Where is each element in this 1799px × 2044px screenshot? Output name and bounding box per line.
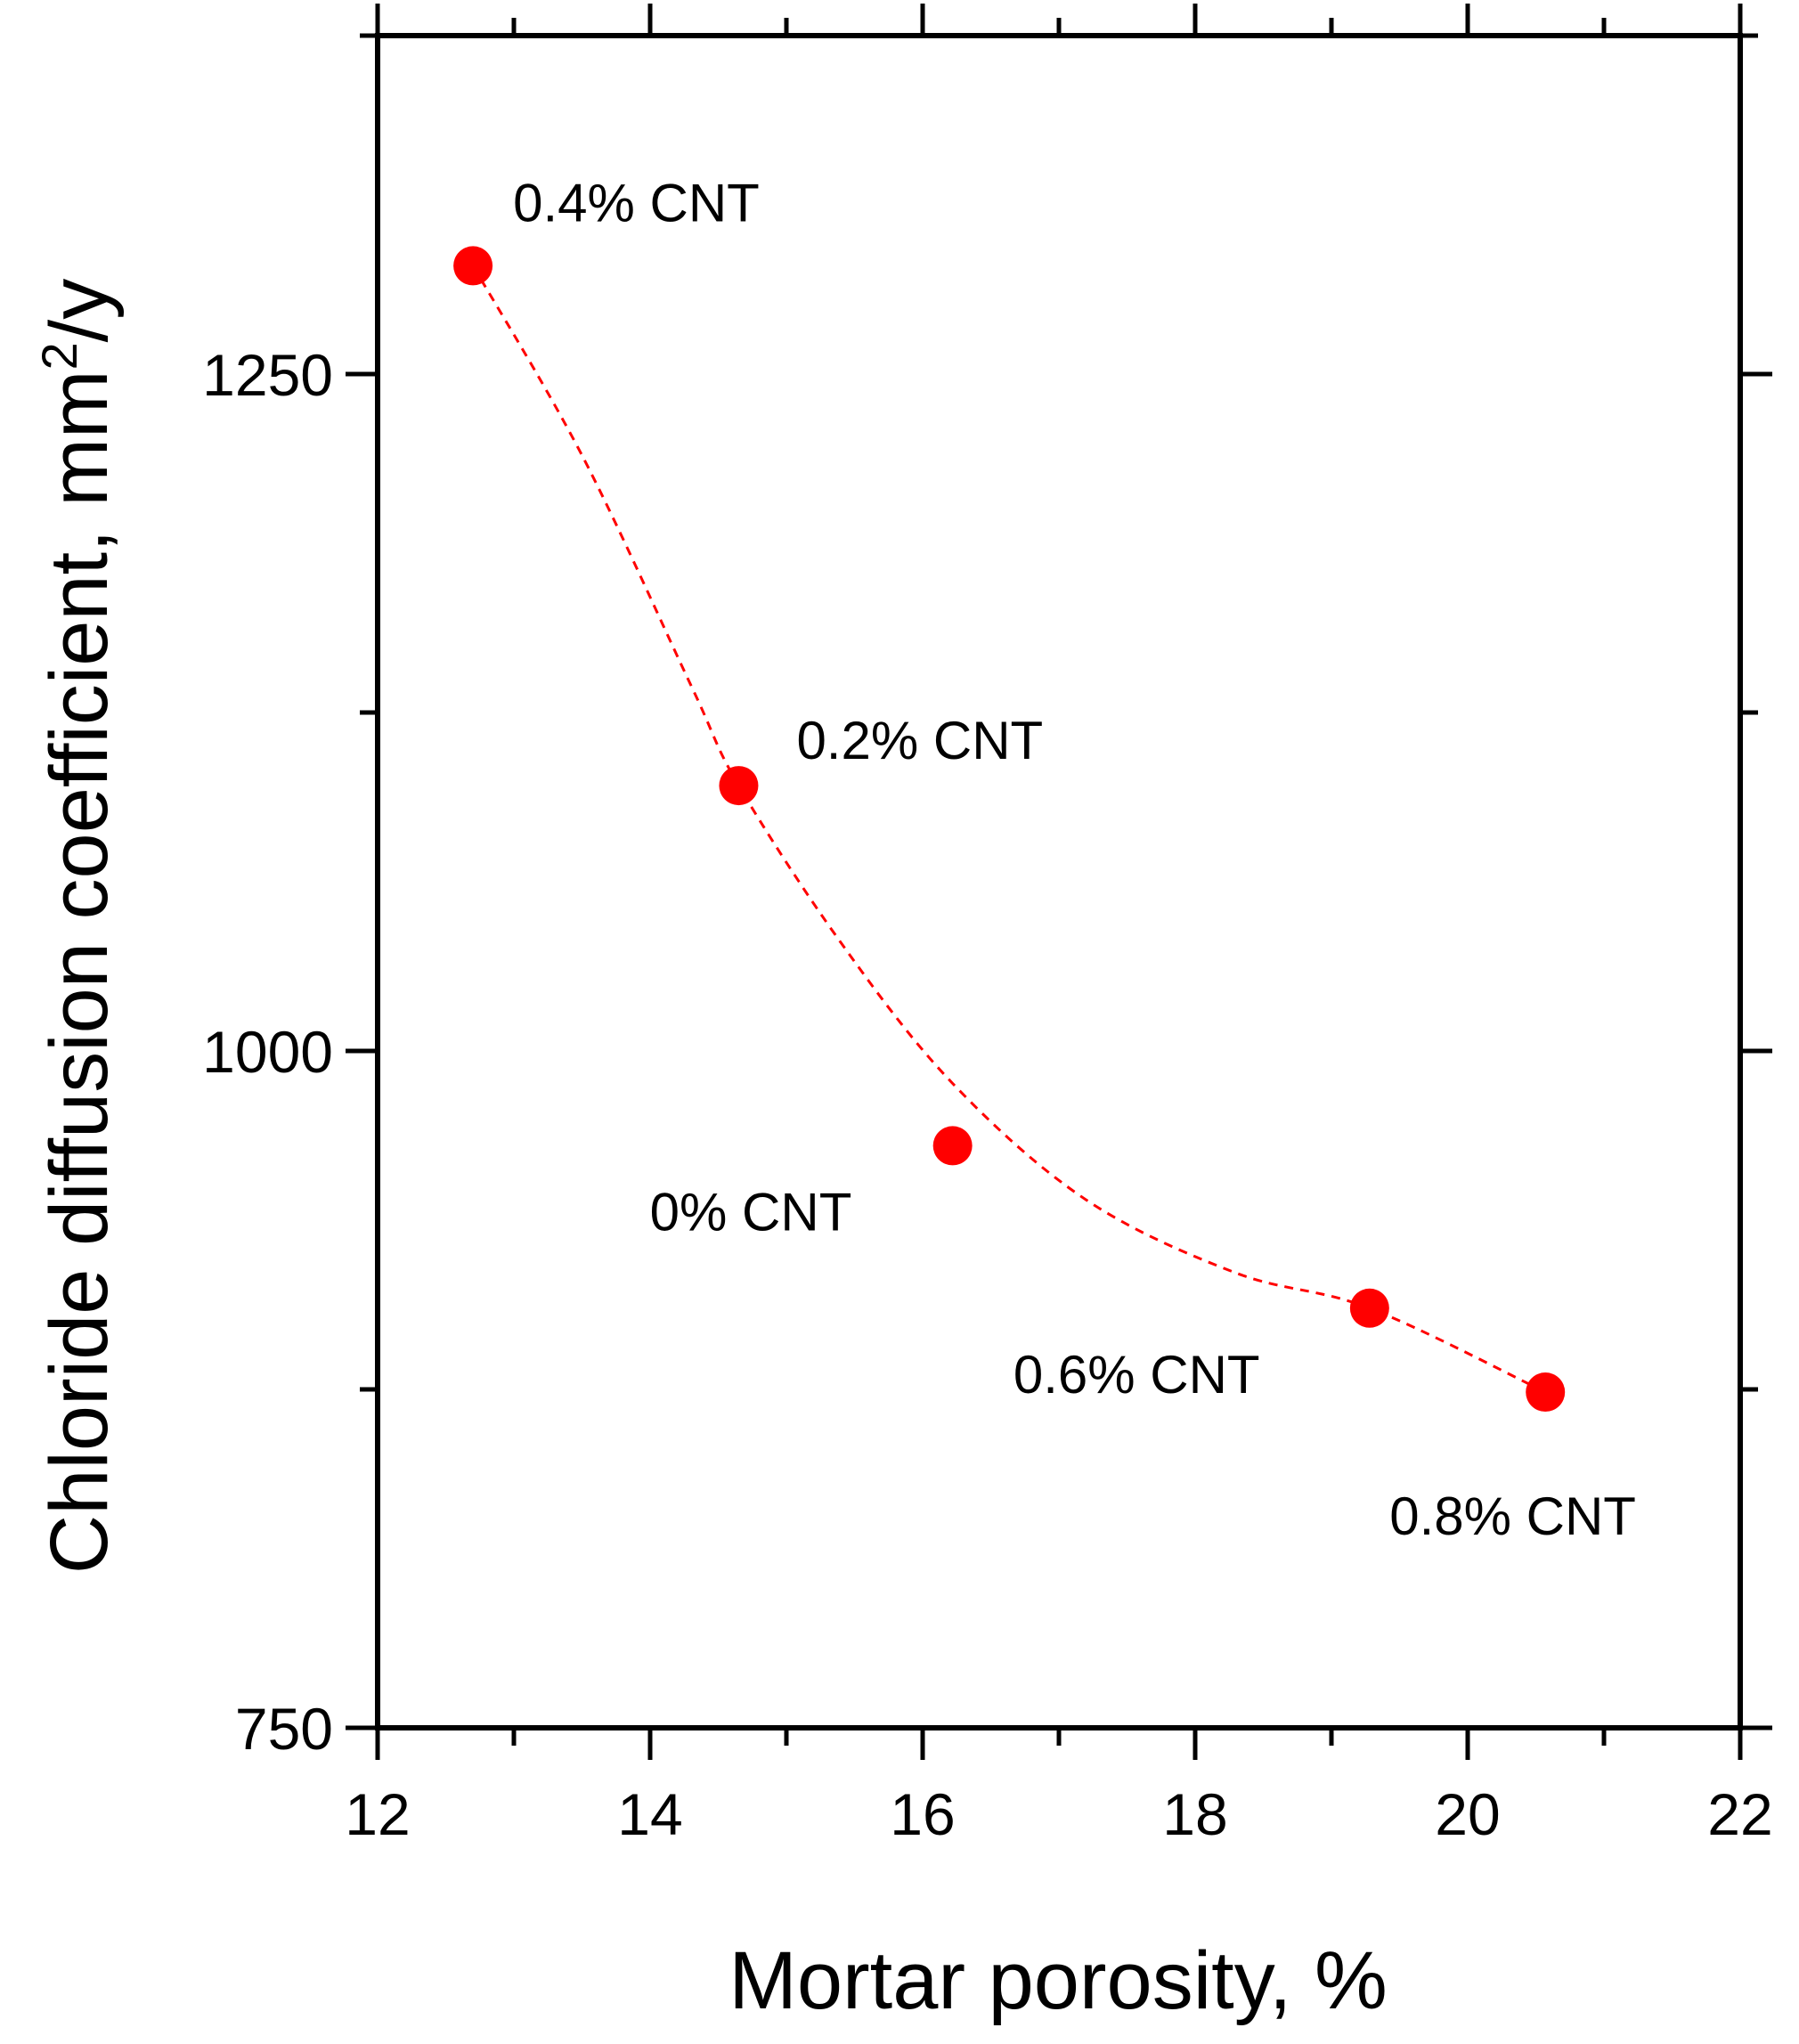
- y-tick-label: 750: [235, 1696, 333, 1762]
- x-axis-ticks: 12 14 16 18 20 22: [345, 4, 1773, 1847]
- data-point-label: 0.8% CNT: [1389, 1486, 1636, 1546]
- data-point: [1526, 1372, 1566, 1413]
- y-axis-title-superscript: 2: [31, 342, 87, 370]
- point-labels-layer: 0.4% CNT 0.2% CNT 0% CNT 0.6% CNT 0.8% CNT: [513, 173, 1636, 1546]
- x-axis-title: Mortar porosity, %: [729, 1935, 1388, 2026]
- data-point: [719, 766, 759, 806]
- data-point-label: 0.2% CNT: [796, 711, 1043, 770]
- x-tick-label: 18: [1162, 1781, 1227, 1847]
- data-points-layer: [453, 246, 1566, 1413]
- y-axis-title: Chloride diffusion coefficient, mm2/y: [31, 279, 125, 1574]
- y-axis-title-main: Chloride diffusion coefficient, mm: [34, 371, 125, 1575]
- data-point-label: 0.4% CNT: [513, 173, 760, 232]
- fit-curve: [471, 265, 1546, 1394]
- x-tick-label: 22: [1707, 1781, 1772, 1847]
- y-axis-ticks: 750 1000 1250: [202, 33, 1772, 1762]
- x-tick-label: 16: [890, 1781, 955, 1847]
- data-point: [453, 246, 493, 286]
- y-axis-title-suffix: /y: [34, 279, 125, 343]
- data-point: [1349, 1288, 1389, 1328]
- x-tick-label: 12: [345, 1781, 410, 1847]
- plot-frame: [375, 33, 1743, 1730]
- y-tick-label: 1250: [202, 342, 333, 408]
- x-tick-label: 20: [1435, 1781, 1500, 1847]
- data-point: [932, 1126, 973, 1166]
- fit-curve-layer: [471, 265, 1546, 1394]
- data-point-label: 0% CNT: [650, 1182, 852, 1242]
- data-point-label: 0.6% CNT: [1013, 1345, 1260, 1405]
- x-tick-label: 14: [617, 1781, 682, 1847]
- y-tick-label: 1000: [202, 1019, 333, 1085]
- plot-border: [375, 33, 1743, 1730]
